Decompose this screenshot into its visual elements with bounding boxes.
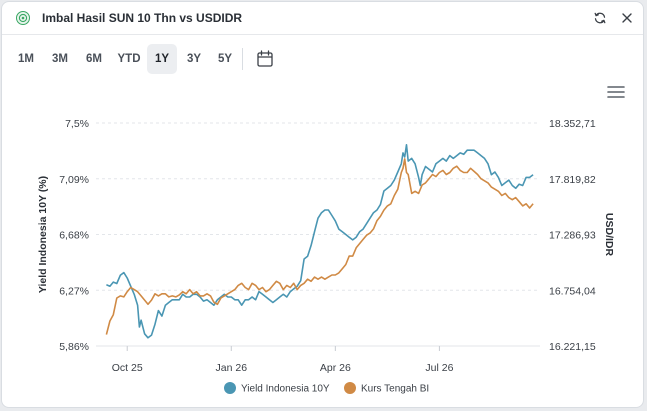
chart-axes: 7,5% 18.352,71 7,09% 17.819,82 6,68% 17.286,9… <box>37 118 615 374</box>
y-right-tick-label: 16.754,04 <box>549 285 596 297</box>
tab-1m[interactable]: 1M <box>18 53 34 65</box>
legend-label-kurs: Kurs Tengah BI <box>361 384 429 395</box>
x-tick-label: Oct 25 <box>112 362 143 374</box>
hamburger-menu-icon <box>607 86 625 98</box>
chart-series <box>105 144 534 339</box>
y-left-tick-label: 6,27% <box>59 285 89 297</box>
close-button[interactable] <box>617 8 637 28</box>
chart-grid <box>96 122 540 347</box>
y-left-tick-label: 7,09% <box>59 174 89 186</box>
chart-legend: Yield Indonesia 10Y Kurs Tengah BI <box>224 382 429 395</box>
tab-divider <box>242 48 243 70</box>
calendar-icon <box>257 50 273 67</box>
series-line-kurs <box>105 158 534 335</box>
chart-menu-button[interactable] <box>606 84 626 100</box>
x-tick-label: Apr 26 <box>320 362 351 374</box>
series-line-yield <box>106 144 534 339</box>
x-tick-label: Jul 26 <box>425 362 453 374</box>
currency-badge-icon <box>16 11 30 25</box>
y-right-tick-label: 16.221,15 <box>549 341 596 353</box>
close-icon <box>622 13 632 23</box>
y-left-tick-label: 7,5% <box>65 118 89 130</box>
card-header: Imbal Hasil SUN 10 Thn vs USDIDR <box>2 2 643 35</box>
tab-6m[interactable]: 6M <box>86 53 102 65</box>
refresh-button[interactable] <box>590 8 610 28</box>
date-picker-button[interactable] <box>254 48 276 70</box>
y-right-tick-label: 17.286,93 <box>549 230 596 242</box>
tab-1y[interactable]: 1Y <box>147 44 177 74</box>
y-right-tick-label: 18.352,71 <box>549 118 596 130</box>
tab-ytd[interactable]: YTD <box>117 53 141 65</box>
tab-3y[interactable]: 3Y <box>186 53 202 65</box>
legend-swatch-kurs <box>344 382 356 394</box>
y-left-tick-label: 5,86% <box>59 341 89 353</box>
tab-5y[interactable]: 5Y <box>217 53 233 65</box>
card-title: Imbal Hasil SUN 10 Thn vs USDIDR <box>42 11 243 25</box>
y-right-axis-title: USD/IDR <box>603 213 615 257</box>
legend-swatch-yield <box>224 382 236 394</box>
y-right-tick-label: 17.819,82 <box>549 174 596 186</box>
refresh-icon <box>594 12 606 24</box>
y-left-axis-title: Yield Indonesia 10Y (%) <box>37 176 49 293</box>
x-tick-label: Jan 26 <box>216 362 248 374</box>
y-left-tick-label: 6,68% <box>59 230 89 242</box>
tab-3m[interactable]: 3M <box>52 53 68 65</box>
legend-label-yield: Yield Indonesia 10Y <box>241 384 330 395</box>
